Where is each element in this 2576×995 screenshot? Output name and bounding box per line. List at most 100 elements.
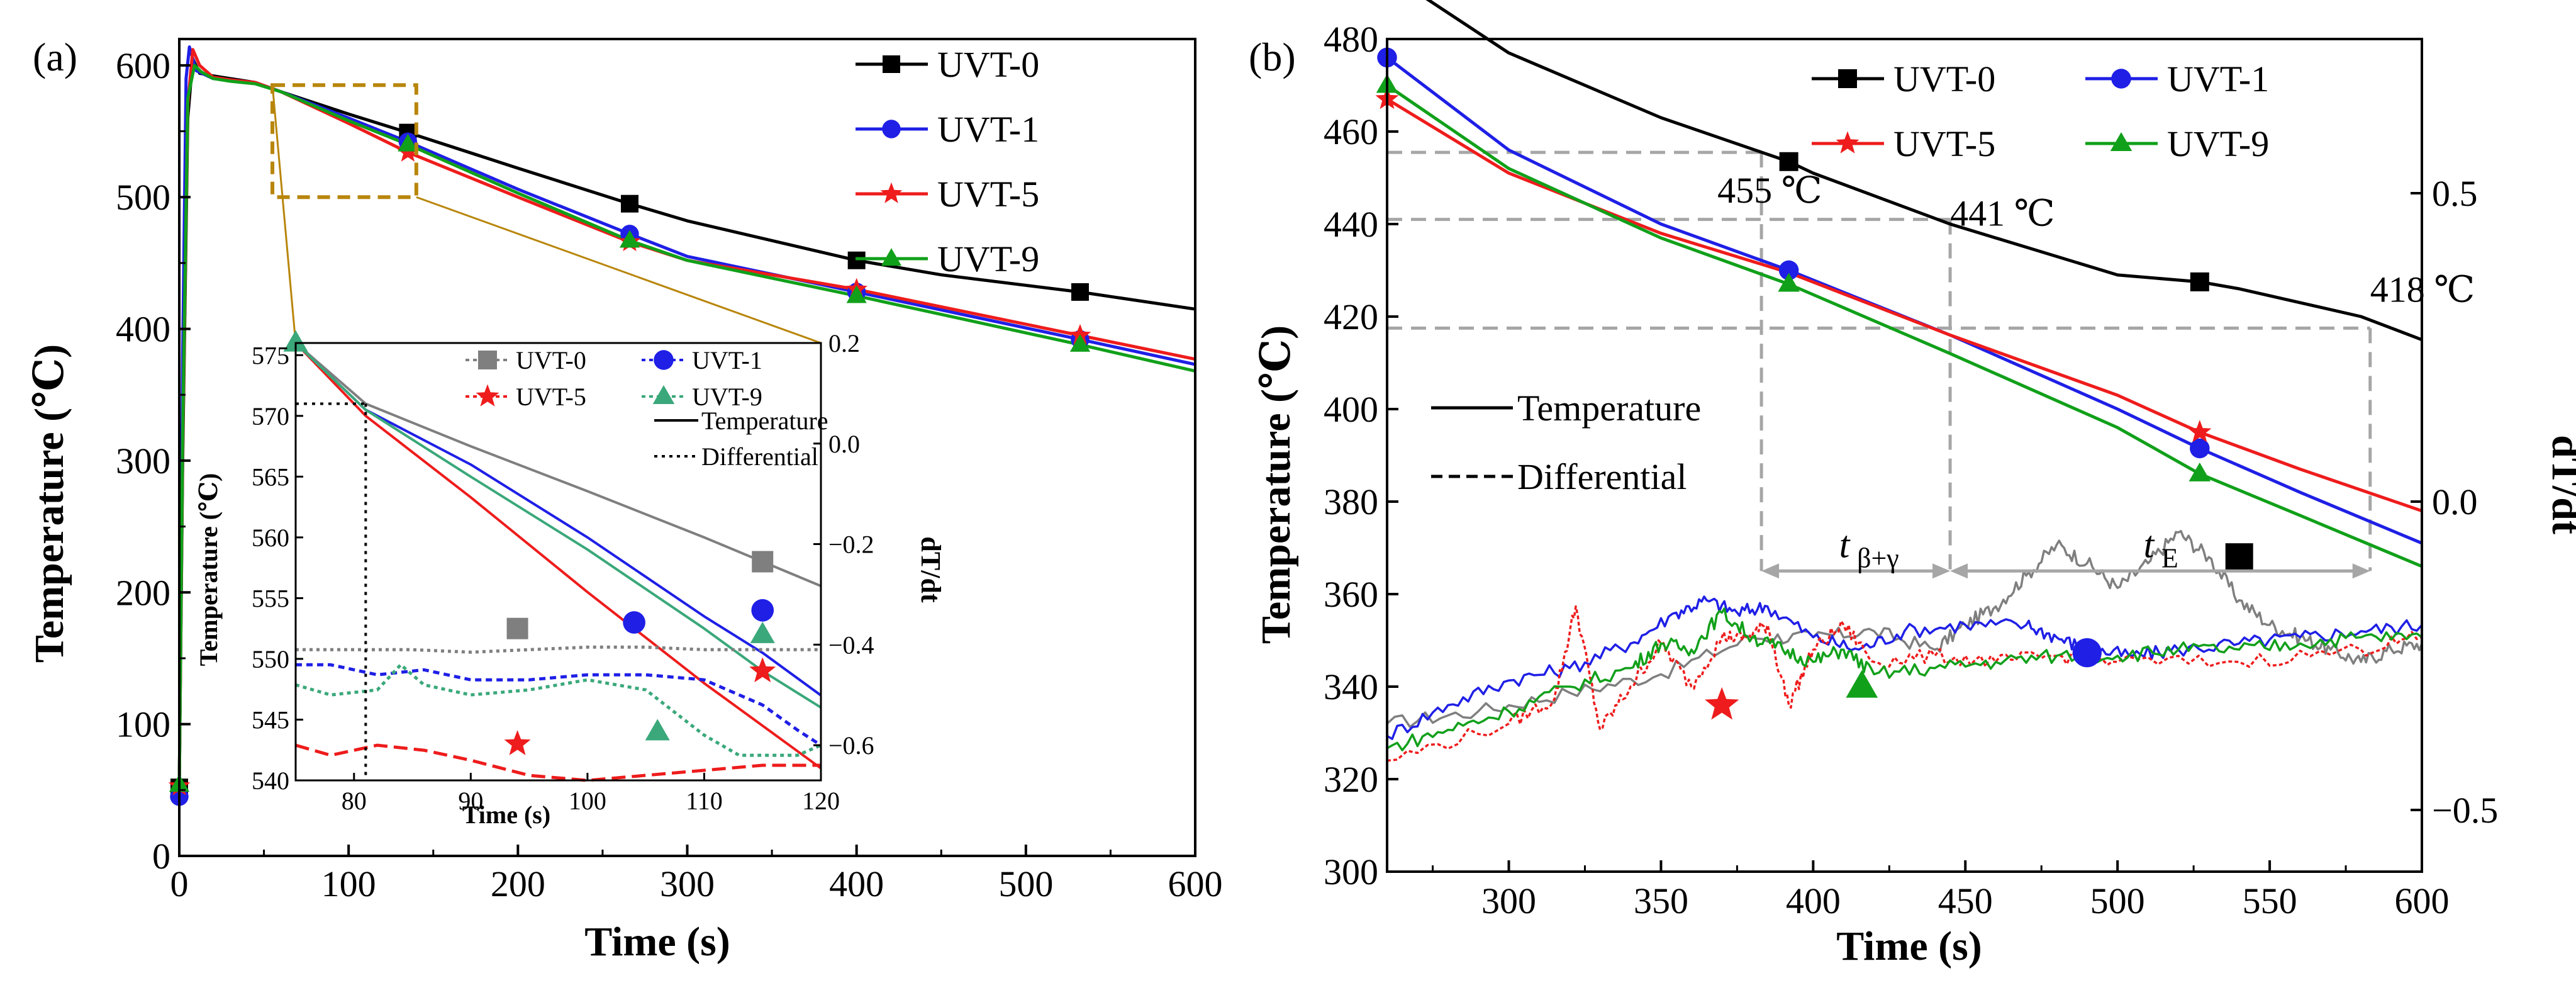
inset-marker-uvt-0 <box>752 551 774 573</box>
panel-a-y-tick-label: 200 <box>116 572 170 613</box>
inset-y2-tick-label: −0.4 <box>828 631 874 659</box>
panel-a-legend-marker-uvt-0 <box>883 55 900 73</box>
panel-a-y-tick-label: 100 <box>116 704 170 745</box>
panel-b-interval-subscript: β+γ <box>1857 542 1899 573</box>
panel-a-legend: UVT-0 UVT-1 UVT-5 UVT-9 <box>856 44 1039 279</box>
panel-a-legend-marker-uvt-9 <box>881 248 902 266</box>
panel-a-label: (a) <box>33 35 77 79</box>
panel-b-x-tick-label: 300 <box>1481 880 1536 921</box>
panel-b-y-tick-label: 340 <box>1324 666 1378 707</box>
inset-marker-uvt-1 <box>623 611 645 634</box>
panel-b-x-tick-label: 450 <box>1938 880 1993 921</box>
panel-b-y-tick-label: 440 <box>1324 204 1378 245</box>
panel-b-y-tick-label: 400 <box>1324 389 1378 430</box>
zoom-region-box <box>270 83 418 200</box>
inset-differential-line-uvt-9 <box>295 663 822 757</box>
panel-a-x-tick-label: 600 <box>1168 863 1223 904</box>
inset-differential-line-uvt-5 <box>295 743 821 782</box>
inset-legend-marker-uvt-5 <box>476 384 499 407</box>
panel-b-x-tick-label: 550 <box>2243 880 2297 921</box>
panel-a-y-tick-label: 500 <box>116 177 170 218</box>
panel-a-x-tick-label: 500 <box>998 863 1053 904</box>
panel-a-inset: 80 90 100 110 120 540 545 550 555 560 565 570 575 −0.… <box>194 329 946 829</box>
panel-a-marker-uvt-0 <box>620 194 638 213</box>
panel-b-temperature-annotation: 418 ℃ <box>2370 269 2475 310</box>
panel-b-x-tick-label: 600 <box>2395 880 2450 921</box>
panel-b-temperature-line-uvt-0 <box>1425 0 2423 342</box>
panel-a-x-axis-title: Time (s) <box>584 919 730 965</box>
panel-b-y-tick-label: 360 <box>1324 574 1378 615</box>
panel-a-y-axis-title: Temperature (℃) <box>26 344 72 663</box>
panel-a-x-tick-label: 100 <box>321 863 376 904</box>
inset-legend-marker-uvt-9 <box>652 385 675 404</box>
panel-b-marker-uvt-1 <box>2190 438 2210 459</box>
panel-a-legend-label-uvt-9: UVT-9 <box>937 239 1039 279</box>
panel-a-marker-uvt-9 <box>619 230 640 248</box>
panel-b-x-tick-label: 500 <box>2090 880 2145 921</box>
panel-a-line-uvt-9 <box>177 64 1196 785</box>
inset-y2-tick-label: 0.2 <box>828 329 860 357</box>
panel-a-marker-uvt-0 <box>1071 283 1089 301</box>
panel-b-x-axis-title: Time (s) <box>1836 923 1982 969</box>
panel-a-legend-marker-uvt-1 <box>882 120 901 138</box>
panel-b-interval-arrowhead <box>1932 563 1951 579</box>
inset-marker-uvt-0 <box>506 617 528 639</box>
panel-b-differential-line-uvt-1 <box>1386 595 2423 740</box>
panel-a-marker-uvt-9 <box>846 285 867 303</box>
panel-b-y-tick-label: 420 <box>1324 296 1378 337</box>
panel-b-diff-marker-uvt-0 <box>2225 543 2253 571</box>
panel-b-temperature-line-uvt-9 <box>1386 84 2423 568</box>
panel-b-y-tick-label: 480 <box>1324 19 1378 60</box>
inset-y2-tick-label: 0.0 <box>828 430 860 458</box>
zoom-connector-line <box>416 196 822 344</box>
inset-x-tick-label: 90 <box>458 787 483 815</box>
inset-differential-line-uvt-0 <box>296 645 821 654</box>
panel-b-interval-arrowhead <box>1950 563 1968 579</box>
panel-b-legend-label-uvt-9: UVT-9 <box>2167 123 2269 164</box>
inset-legend-label-differential: Differential <box>701 442 818 471</box>
panel-b-diff-marker-uvt-1 <box>2072 638 2102 668</box>
panel-b-diff-marker-uvt-9 <box>1846 670 1878 698</box>
inset-y2-axis-title: dT/dt <box>915 536 946 603</box>
inset-x-tick-label: 100 <box>569 787 606 815</box>
inset-y-tick-label: 545 <box>252 705 289 734</box>
panel-a-x-tick-label: 300 <box>660 863 715 904</box>
panel-a-legend-label-uvt-1: UVT-1 <box>937 109 1039 150</box>
panel-b-legend-label-uvt-1: UVT-1 <box>2167 59 2269 99</box>
zoom-connector-line <box>271 85 297 344</box>
panel-b-y2-tick-label: 0.0 <box>2432 481 2478 522</box>
panel-b-label: (b) <box>1249 35 1296 79</box>
inset-y-tick-label: 565 <box>252 463 289 491</box>
panel-b-legend-label-uvt-5: UVT-5 <box>1893 123 1995 164</box>
inset-x-tick-label: 110 <box>686 787 723 815</box>
panel-a-x-tick-label: 400 <box>829 863 884 904</box>
panel-b-legend-marker-uvt-5 <box>1836 131 1860 154</box>
inset-differential-line-uvt-1 <box>296 663 822 747</box>
panel-a-legend-label-uvt-0: UVT-0 <box>937 44 1039 85</box>
inset-y-axis-title: Temperature (℃) <box>194 473 223 666</box>
panel-b: (b) 300 350 400 450 500 550 600 300 320 340 360 380… <box>1249 0 2576 969</box>
panel-b-legend-label-uvt-0: UVT-0 <box>1893 59 1995 99</box>
inset-marker-uvt-9 <box>750 621 775 643</box>
panel-b-marker-uvt-0 <box>1779 152 1798 171</box>
panel-b-legend-label-temperature: Temperature <box>1517 388 1701 429</box>
panel-b-marker-uvt-5 <box>2188 420 2212 442</box>
panel-b-y2-tick-label: 0.5 <box>2432 173 2478 214</box>
panel-b-marker-uvt-1 <box>1778 260 1799 281</box>
panel-b-y-axis-title: Temperature (℃) <box>1253 325 1299 644</box>
panel-b-interval-arrowhead <box>1761 563 1780 579</box>
inset-marker-uvt-5 <box>504 730 531 755</box>
inset-legend-marker-uvt-0 <box>478 351 497 369</box>
panel-a-legend-marker-uvt-5 <box>880 182 903 203</box>
panel-a-legend-label-uvt-5: UVT-5 <box>937 174 1039 215</box>
panel-b-diff-marker-uvt-5 <box>1705 687 1739 720</box>
inset-marker-uvt-1 <box>751 599 774 622</box>
panel-b-legend-label-differential: Differential <box>1517 456 1687 497</box>
panel-b-y-tick-label: 460 <box>1324 111 1378 152</box>
inset-y-tick-label: 560 <box>252 524 289 552</box>
panel-a-x-tick-label: 200 <box>491 863 545 904</box>
panel-b-interval-label: t <box>2144 524 2155 565</box>
panel-b-legend-marker-uvt-0 <box>1838 69 1857 88</box>
